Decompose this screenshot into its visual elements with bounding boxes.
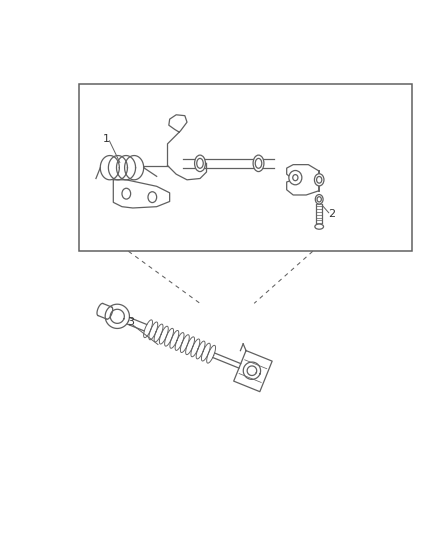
- Ellipse shape: [148, 192, 156, 203]
- Text: 2: 2: [327, 209, 334, 220]
- Text: 1: 1: [103, 134, 110, 143]
- Bar: [78, 84, 411, 252]
- Ellipse shape: [314, 224, 323, 229]
- Ellipse shape: [288, 171, 301, 185]
- Ellipse shape: [316, 176, 321, 183]
- Ellipse shape: [314, 195, 322, 204]
- Ellipse shape: [196, 158, 203, 168]
- Ellipse shape: [316, 197, 321, 202]
- Ellipse shape: [194, 155, 205, 172]
- Ellipse shape: [254, 158, 261, 168]
- Ellipse shape: [314, 174, 323, 186]
- Ellipse shape: [253, 155, 263, 172]
- Ellipse shape: [122, 188, 131, 199]
- Ellipse shape: [292, 175, 297, 181]
- Text: 3: 3: [127, 317, 134, 327]
